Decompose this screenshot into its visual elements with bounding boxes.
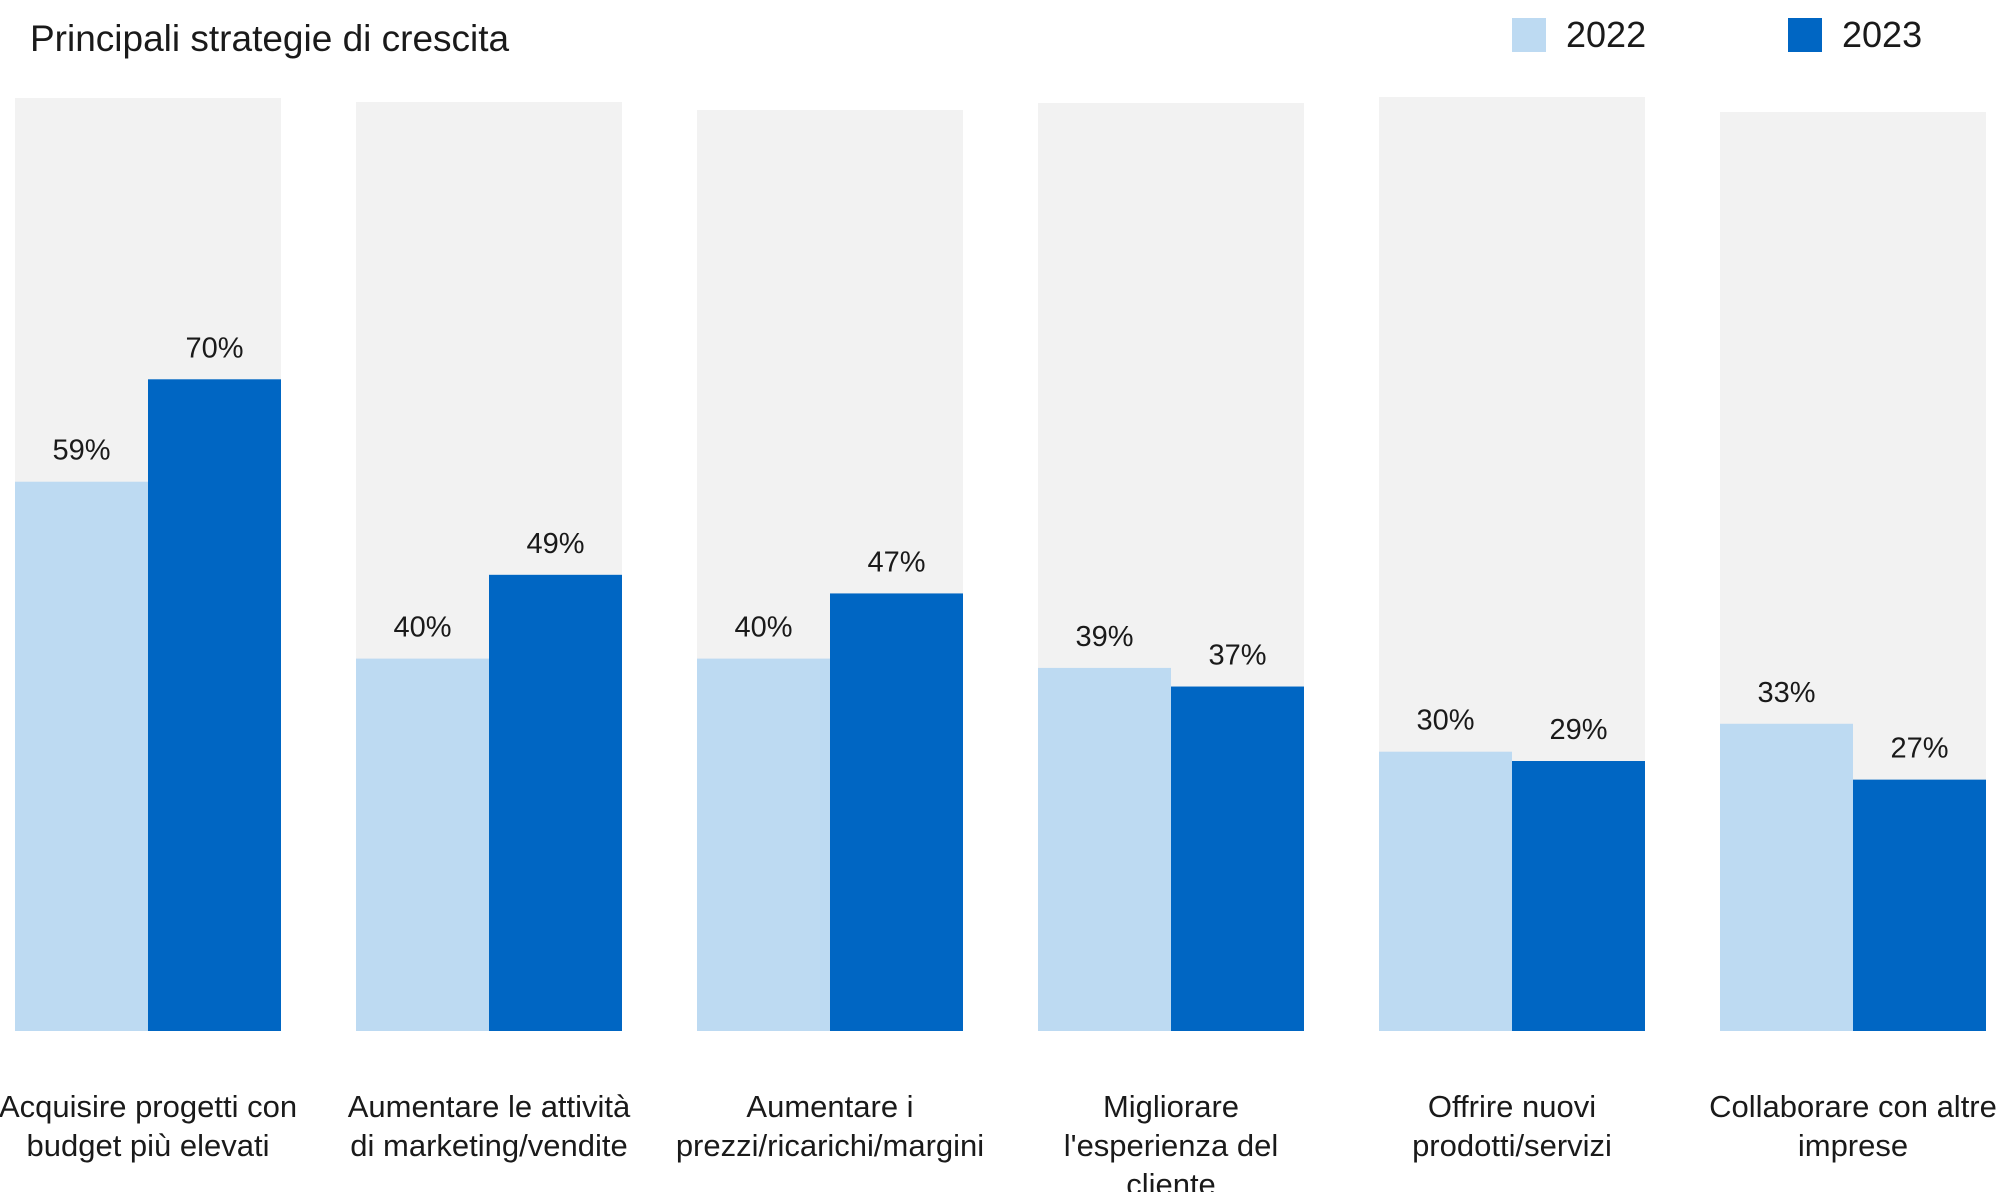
category-label: Migliorare l'esperienza del cliente (1064, 1089, 1278, 1192)
data-label: 59% (52, 435, 110, 467)
legend-item-2022: 2022 (1512, 14, 1646, 56)
bar-2022 (1379, 751, 1512, 1031)
category-label: Acquisire progetti con budget più elevati (0, 1089, 297, 1163)
category-label: Aumentare le attività di marketing/vendit… (348, 1089, 631, 1163)
category-label: Aumentare i prezzi/ricarichi/margini (676, 1089, 984, 1163)
data-label: 40% (393, 612, 451, 644)
legend-item-2023: 2023 (1788, 14, 1922, 56)
category-label-line: budget più elevati (26, 1128, 269, 1163)
category-label-line: Acquisire progetti con (0, 1089, 297, 1124)
bar-group: 39% 37% Migliorare l'esperienza del cliente (1038, 103, 1304, 1192)
category-label-line: di marketing/vendite (350, 1128, 627, 1163)
bar-2023 (489, 574, 622, 1031)
category-label-line: Offrire nuovi (1428, 1089, 1596, 1124)
bar-2022 (15, 481, 148, 1032)
bar-2023 (1512, 761, 1645, 1031)
category-label: Collaborare con altre imprese (1709, 1089, 1997, 1163)
category-label-line: Migliorare (1103, 1089, 1239, 1124)
category-label: Offrire nuovi prodotti/servizi (1412, 1089, 1612, 1163)
category-label-line: prodotti/servizi (1412, 1128, 1612, 1163)
bar-group: 59% 70% Acquisire progetti con budget più e… (0, 98, 297, 1163)
data-label: 37% (1208, 640, 1266, 672)
bar-2022 (356, 658, 489, 1031)
data-label: 27% (1890, 733, 1948, 765)
bar-2023 (1171, 686, 1304, 1031)
bar-2023 (830, 593, 963, 1031)
legend-swatch-2023 (1788, 18, 1822, 52)
legend-label-2022: 2022 (1566, 14, 1647, 55)
data-label: 70% (185, 332, 243, 364)
data-label: 30% (1416, 705, 1474, 737)
bar-group: 40% 49% Aumentare le attività di marketing/… (348, 102, 631, 1163)
category-label-line: Aumentare i (746, 1089, 913, 1124)
data-label: 40% (734, 612, 792, 644)
category-label-line: cliente (1126, 1167, 1216, 1192)
bar-2022 (1720, 723, 1853, 1031)
bar-2022 (697, 658, 830, 1031)
bar-2023 (1853, 779, 1986, 1031)
legend-label-2023: 2023 (1842, 14, 1923, 55)
chart-title: Principali strategie di crescita (30, 18, 510, 59)
bar-group: 40% 47% Aumentare i prezzi/ricarichi/margin… (676, 110, 984, 1163)
category-label-line: Collaborare con altre (1709, 1089, 1997, 1124)
category-label-line: l'esperienza del (1064, 1128, 1278, 1163)
bar-2022 (1038, 667, 1171, 1031)
category-label-line: prezzi/ricarichi/margini (676, 1128, 984, 1163)
bar-2023 (148, 379, 281, 1031)
bar-group: 30% 29% Offrire nuovi prodotti/servizi (1379, 97, 1645, 1163)
data-label: 39% (1075, 621, 1133, 653)
data-label: 29% (1549, 714, 1607, 746)
legend-swatch-2022 (1512, 18, 1546, 52)
data-label: 33% (1757, 677, 1815, 709)
category-label-line: Aumentare le attività (348, 1089, 631, 1124)
bar-group: 33% 27% Collaborare con altre imprese (1709, 112, 1997, 1163)
category-label-line: imprese (1798, 1128, 1908, 1163)
data-label: 49% (526, 528, 584, 560)
data-label: 47% (867, 546, 925, 578)
